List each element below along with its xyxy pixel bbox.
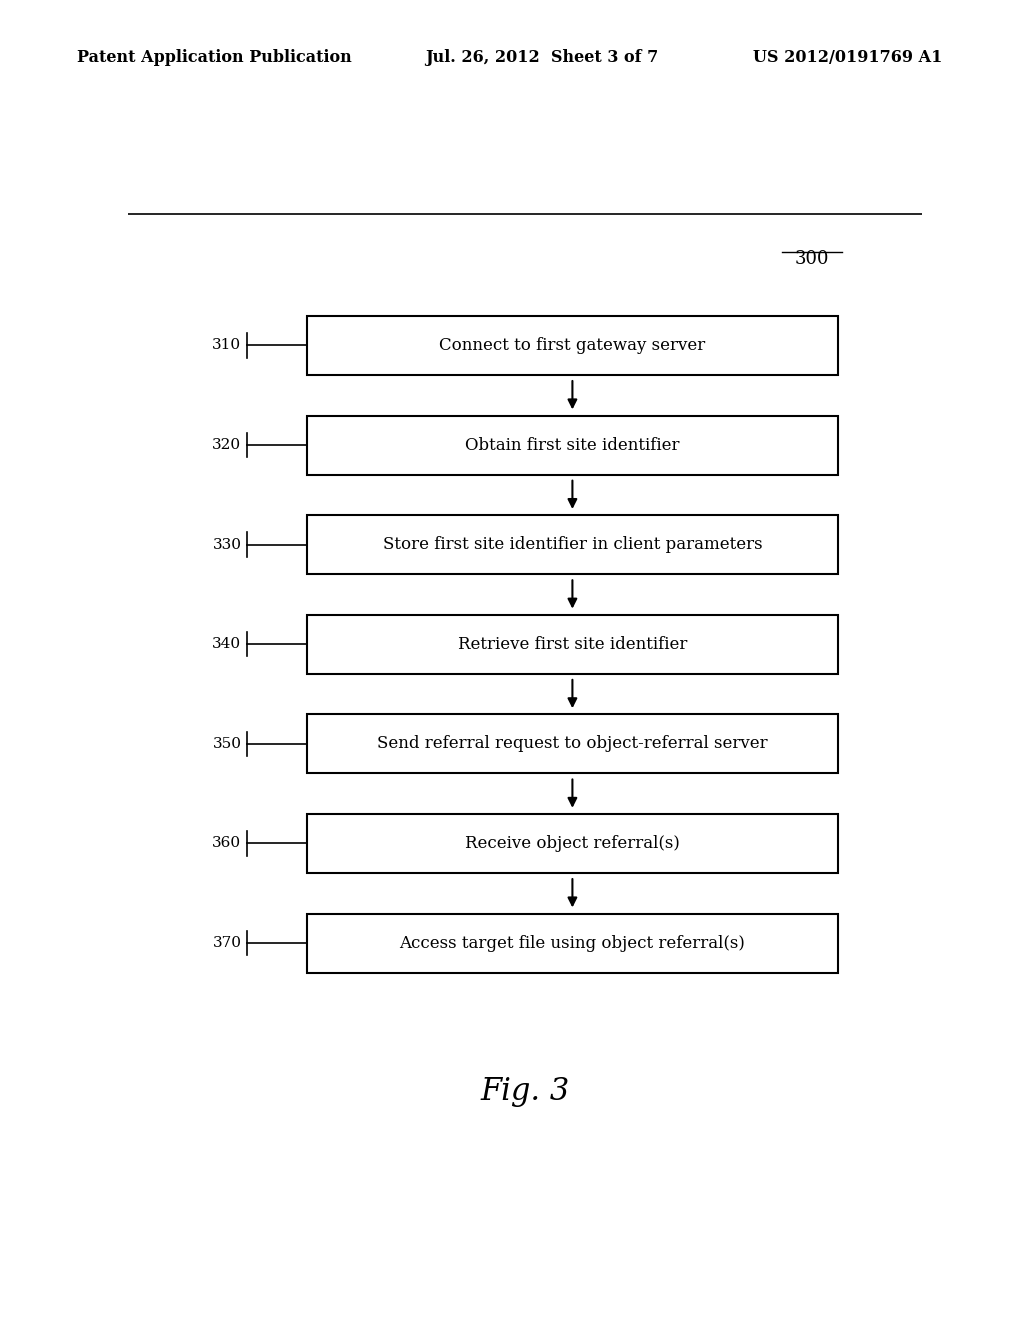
Text: 300: 300: [795, 249, 829, 268]
Text: 370: 370: [213, 936, 242, 950]
Text: 310: 310: [212, 338, 242, 352]
Bar: [306, 814, 839, 873]
Bar: [306, 913, 839, 973]
Text: Patent Application Publication: Patent Application Publication: [77, 49, 351, 66]
Text: 340: 340: [212, 638, 242, 651]
Text: 330: 330: [213, 537, 242, 552]
Text: Store first site identifier in client parameters: Store first site identifier in client pa…: [383, 536, 762, 553]
Text: Obtain first site identifier: Obtain first site identifier: [465, 437, 680, 454]
Text: Fig. 3: Fig. 3: [480, 1076, 569, 1107]
Text: Jul. 26, 2012  Sheet 3 of 7: Jul. 26, 2012 Sheet 3 of 7: [425, 49, 658, 66]
Bar: [306, 714, 839, 774]
Bar: [306, 416, 839, 474]
Text: 350: 350: [213, 737, 242, 751]
Text: US 2012/0191769 A1: US 2012/0191769 A1: [753, 49, 942, 66]
Text: Access target file using object referral(s): Access target file using object referral…: [399, 935, 745, 952]
Bar: [306, 615, 839, 673]
Bar: [306, 315, 839, 375]
Text: 320: 320: [212, 438, 242, 451]
Text: 360: 360: [212, 837, 242, 850]
Bar: [306, 515, 839, 574]
Text: Retrieve first site identifier: Retrieve first site identifier: [458, 636, 687, 652]
Text: Send referral request to object-referral server: Send referral request to object-referral…: [377, 735, 768, 752]
Text: Connect to first gateway server: Connect to first gateway server: [439, 337, 706, 354]
Text: Receive object referral(s): Receive object referral(s): [465, 836, 680, 851]
